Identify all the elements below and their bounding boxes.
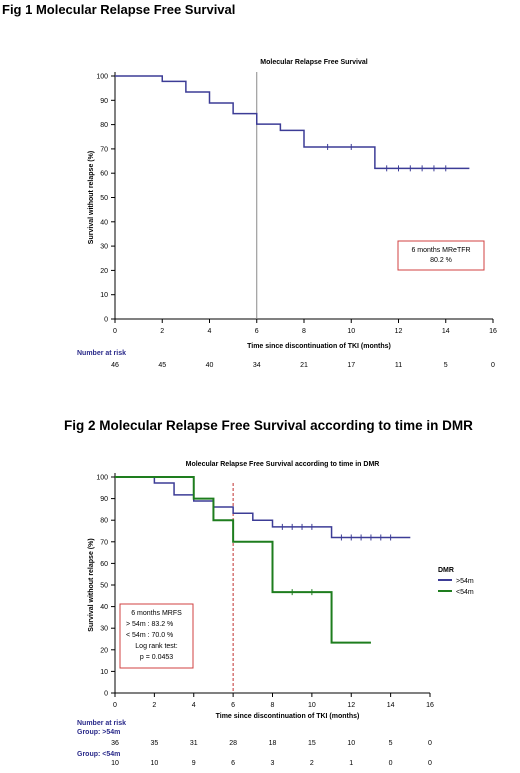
chart2-risk-value: 10 [150,760,158,767]
chart2-x-tick-label: 6 [231,702,235,709]
chart2-y-tick-label: 70 [100,539,108,546]
chart2-risk-value: 15 [308,740,316,747]
chart1-x-tick-label: 6 [255,328,259,335]
chart1-y-tick-label: 20 [100,268,108,275]
chart2-annotation-text: > 54m : 83.2 % [126,621,173,628]
chart2-legend-title: DMR [438,567,454,574]
chart1-risk-value: 45 [158,362,166,369]
chart2-risk-value: 0 [389,760,393,767]
chart2-risk-row-label: Group: <54m [77,751,120,758]
chart1-annotation-text: 80.2 % [430,257,452,264]
chart2-series-1-line [115,476,411,539]
chart1-x-tick-label: 8 [302,328,306,335]
chart2-legend-label-1: >54m [456,578,474,585]
chart2-risk-row-label: Group: >54m [77,729,120,736]
chart1-risk-value: 5 [444,362,448,369]
chart1-x-tick-label: 16 [489,328,497,335]
chart1-risk-value: 34 [253,362,261,369]
chart1-y-tick-label: 90 [100,98,108,105]
chart1-x-tick-label: 14 [442,328,450,335]
chart1-y-tick-label: 70 [100,146,108,153]
chart2-risk-value: 31 [190,740,198,747]
chart2-y-tick-label: 50 [100,583,108,590]
chart1-x-tick-label: 10 [347,328,355,335]
chart2-x-tick-label: 10 [308,702,316,709]
chart1-risk-value: 21 [300,362,308,369]
chart2-risk-value: 0 [428,740,432,747]
chart1-y-tick-label: 0 [104,317,108,324]
chart1-x-tick-label: 4 [208,328,212,335]
chart1-risk-value: 17 [347,362,355,369]
chart2-annotation-box [119,603,194,669]
chart2-x-tick-label: 12 [347,702,355,709]
figure-2-heading: Fig 2 Molecular Relapse Free Survival ac… [64,418,473,433]
chart1-y-tick-label: 30 [100,244,108,251]
chart2-y-tick-label: 60 [100,561,108,568]
chart2-annotation-text: < 54m : 70.0 % [126,632,173,639]
chart2-y-tick-label: 90 [100,496,108,503]
chart2-risk-table-title: Number at risk [77,720,126,727]
chart1-risk-value: 0 [491,362,495,369]
chart1-y-tick-label: 40 [100,219,108,226]
chart2-risk-value: 36 [111,740,119,747]
chart2-x-axis-label: Time since discontinuation of TKI (month… [216,713,360,720]
chart2-y-tick-label: 30 [100,626,108,633]
chart2-risk-value: 2 [310,760,314,767]
chart2-risk-value: 0 [428,760,432,767]
chart2-series-2-line [115,476,371,644]
chart1-x-axis-label: Time since discontinuation of TKI (month… [247,343,391,350]
chart2-risk-value: 9 [192,760,196,767]
chart2-risk-value: 3 [271,760,275,767]
chart2-risk-value: 10 [347,740,355,747]
chart1-title: Molecular Relapse Free Survival [260,59,367,66]
chart1-y-tick-label: 10 [100,292,108,299]
chart1-risk-value: 46 [111,362,119,369]
chart1-y-tick-label: 60 [100,171,108,178]
chart1-y-tick-label: 100 [96,74,108,81]
chart1-risk-value: 11 [395,362,402,369]
chart2-annotation-text: p = 0.0453 [140,654,173,661]
chart2-y-tick-label: 80 [100,518,108,525]
chart2-risk-value: 35 [150,740,158,747]
figure-1-heading: Fig 1 Molecular Relapse Free Survival [2,2,236,17]
chart2-risk-value: 28 [229,740,237,747]
chart1-risk-table-title: Number at risk [77,350,126,357]
chart1-x-tick-label: 2 [160,328,164,335]
chart2-x-tick-label: 2 [152,702,156,709]
chart2-y-tick-label: 0 [104,691,108,698]
chart2-risk-value: 10 [111,760,119,767]
chart1-y-axis-label: Survival without relapse (%) [88,151,95,244]
chart2-risk-value: 1 [349,760,353,767]
chart2-y-tick-label: 40 [100,604,108,611]
chart2-y-tick-label: 20 [100,647,108,654]
chart1-series-1-line [115,75,470,170]
chart2-x-tick-label: 14 [387,702,395,709]
chart1-y-tick-label: 50 [100,195,108,202]
chart1-y-tick-label: 80 [100,122,108,129]
chart1-x-tick-label: 12 [395,328,403,335]
chart2-y-tick-label: 100 [96,475,108,482]
chart2-risk-value: 18 [269,740,277,747]
chart2-annotation-text: Log rank test: [135,643,177,650]
chart2-annotation-text: 6 months MRFS [131,610,182,617]
chart2-legend-label-2: <54m [456,589,474,596]
chart1-x-tick-label: 0 [113,328,117,335]
chart2-risk-value: 6 [231,760,235,767]
chart2-x-tick-label: 16 [426,702,434,709]
chart1-annotation-box [397,240,485,271]
chart2-title: Molecular Relapse Free Survival accordin… [186,461,380,468]
chart2-x-tick-label: 0 [113,702,117,709]
chart2-risk-value: 5 [389,740,393,747]
chart1-risk-value: 40 [206,362,214,369]
chart2-x-tick-label: 8 [271,702,275,709]
chart2-y-axis-label: Survival without relapse (%) [88,538,95,631]
chart2-y-tick-label: 10 [100,669,108,676]
chart1-annotation-text: 6 months MReTFR [411,247,470,254]
chart2-x-tick-label: 4 [192,702,196,709]
